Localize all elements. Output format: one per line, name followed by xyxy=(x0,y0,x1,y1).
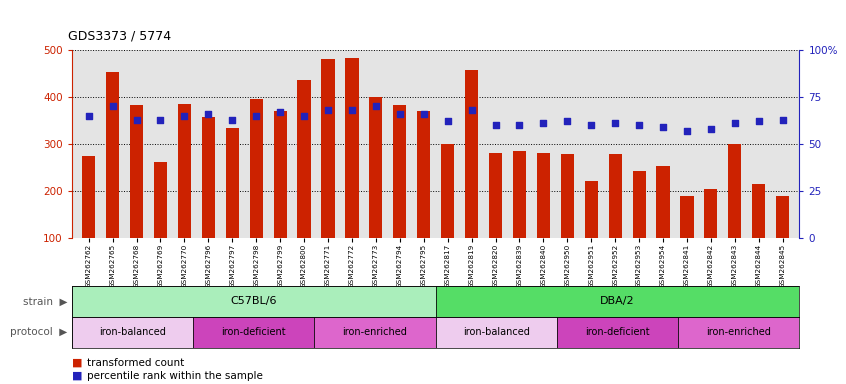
Point xyxy=(489,122,503,128)
Text: iron-enriched: iron-enriched xyxy=(343,327,408,337)
Bar xyxy=(417,111,431,238)
Bar xyxy=(273,111,287,238)
Bar xyxy=(154,162,167,238)
Bar xyxy=(680,196,694,238)
Text: GDS3373 / 5774: GDS3373 / 5774 xyxy=(68,29,171,42)
Point xyxy=(250,113,263,119)
Bar xyxy=(561,154,574,238)
Point xyxy=(345,107,359,113)
Point xyxy=(536,120,550,126)
Text: C57BL/6: C57BL/6 xyxy=(231,296,277,306)
Point xyxy=(513,122,526,128)
Bar xyxy=(752,184,766,238)
Point xyxy=(154,116,168,122)
Bar xyxy=(315,317,436,348)
Bar xyxy=(82,156,96,238)
Bar xyxy=(250,99,263,238)
Bar xyxy=(678,317,799,348)
Bar xyxy=(585,181,598,238)
Point xyxy=(561,118,574,124)
Bar xyxy=(393,106,406,238)
Bar xyxy=(705,189,717,238)
Bar xyxy=(608,154,622,238)
Text: DBA/2: DBA/2 xyxy=(601,296,634,306)
Text: iron-balanced: iron-balanced xyxy=(99,327,166,337)
Point xyxy=(632,122,645,128)
Point xyxy=(752,118,766,124)
Point xyxy=(585,122,598,128)
Bar xyxy=(728,144,741,238)
Point xyxy=(680,128,694,134)
Point xyxy=(201,111,215,117)
Point xyxy=(656,124,670,130)
Point xyxy=(608,120,622,126)
Bar xyxy=(106,72,119,238)
Bar xyxy=(226,128,239,238)
Point xyxy=(441,118,454,124)
Point xyxy=(321,107,335,113)
Bar xyxy=(298,81,310,238)
Point xyxy=(369,103,382,109)
Bar xyxy=(465,70,478,238)
Point xyxy=(106,103,119,109)
Point xyxy=(704,126,717,132)
Point xyxy=(273,109,287,115)
Bar xyxy=(557,317,678,348)
Bar xyxy=(776,196,789,238)
Point xyxy=(393,111,407,117)
Bar xyxy=(72,317,193,348)
Bar xyxy=(633,171,645,238)
Point xyxy=(129,116,143,122)
Text: iron-balanced: iron-balanced xyxy=(463,327,530,337)
Text: iron-deficient: iron-deficient xyxy=(585,327,650,337)
Bar xyxy=(513,151,526,238)
Bar xyxy=(436,286,799,317)
Text: strain  ▶: strain ▶ xyxy=(23,296,68,306)
Point xyxy=(776,116,789,122)
Bar xyxy=(369,97,382,238)
Bar xyxy=(441,144,454,238)
Point xyxy=(178,113,191,119)
Bar xyxy=(321,60,334,238)
Bar xyxy=(193,317,315,348)
Point xyxy=(226,116,239,122)
Bar xyxy=(436,317,557,348)
Point xyxy=(417,111,431,117)
Bar xyxy=(656,166,670,238)
Bar xyxy=(130,106,143,238)
Text: iron-deficient: iron-deficient xyxy=(222,327,286,337)
Bar xyxy=(178,104,191,238)
Bar xyxy=(489,154,503,238)
Point xyxy=(82,113,96,119)
Text: percentile rank within the sample: percentile rank within the sample xyxy=(87,371,263,381)
Bar xyxy=(201,117,215,238)
Point xyxy=(728,120,742,126)
Text: ■: ■ xyxy=(72,371,82,381)
Text: ■: ■ xyxy=(72,358,82,368)
Point xyxy=(464,107,478,113)
Point xyxy=(297,113,310,119)
Text: protocol  ▶: protocol ▶ xyxy=(10,327,68,337)
Text: iron-enriched: iron-enriched xyxy=(706,327,772,337)
Bar xyxy=(537,154,550,238)
Text: transformed count: transformed count xyxy=(87,358,184,368)
Bar xyxy=(72,286,436,317)
Bar xyxy=(345,58,359,238)
